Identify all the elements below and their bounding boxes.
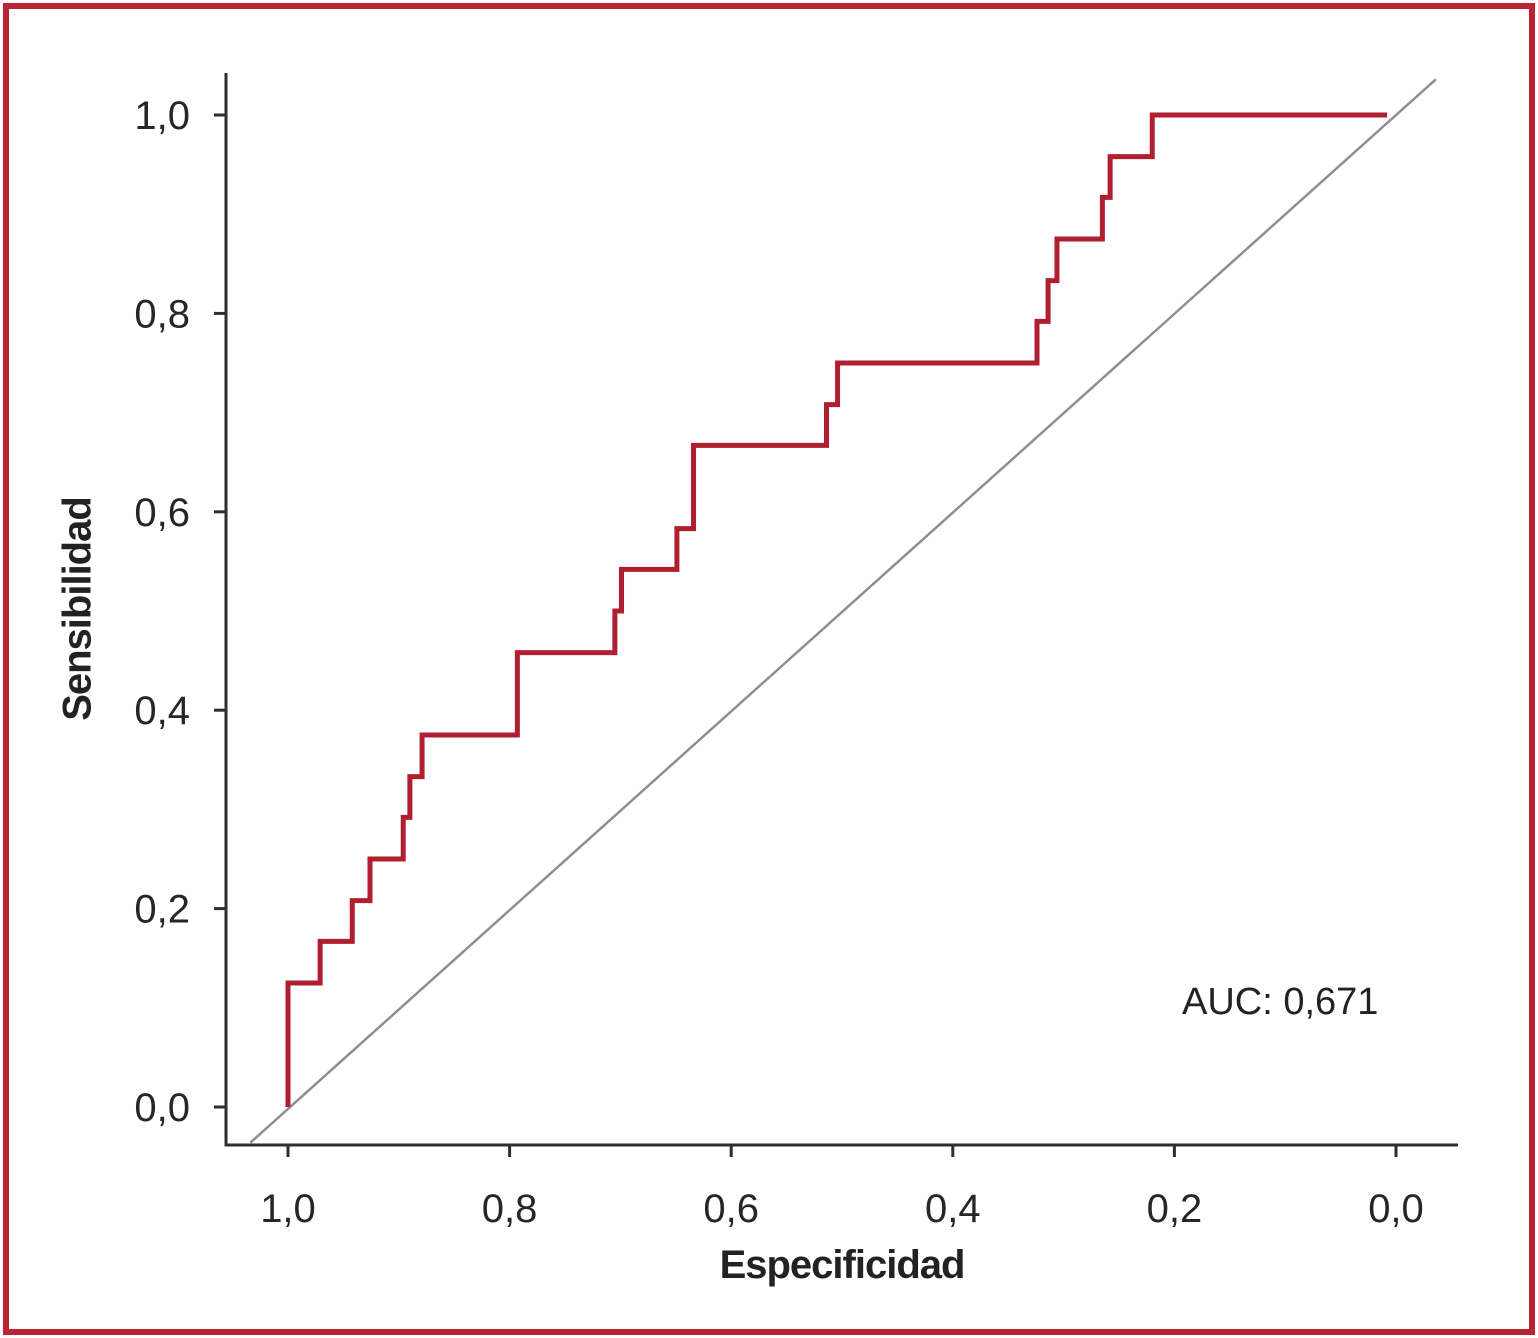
x-axis-title: Especificidad (719, 1243, 966, 1287)
y-tick-label: 0,6 (134, 491, 190, 535)
x-tick-label: 0,0 (1368, 1187, 1424, 1231)
x-tick-label: 0,6 (703, 1187, 759, 1231)
x-tick-label: 1,0 (260, 1187, 316, 1231)
x-tick-label: 0,4 (925, 1187, 981, 1231)
y-tick-label: 1,0 (134, 94, 190, 138)
x-tick-label: 0,8 (482, 1187, 538, 1231)
x-tick-label: 0,2 (1147, 1187, 1203, 1231)
y-tick-label: 0,4 (134, 689, 190, 733)
axes-lines (224, 73, 1458, 1147)
y-tick-label: 0,0 (134, 1086, 190, 1130)
y-tick-label: 0,2 (134, 888, 190, 932)
y-axis-title: Sensibilidad (55, 497, 100, 721)
roc-curve (285, 112, 1388, 1107)
auc-annotation: AUC: 0,671 (1182, 981, 1379, 1023)
reference-diagonal-line (249, 78, 1437, 1144)
y-tick-label: 0,8 (134, 292, 190, 336)
